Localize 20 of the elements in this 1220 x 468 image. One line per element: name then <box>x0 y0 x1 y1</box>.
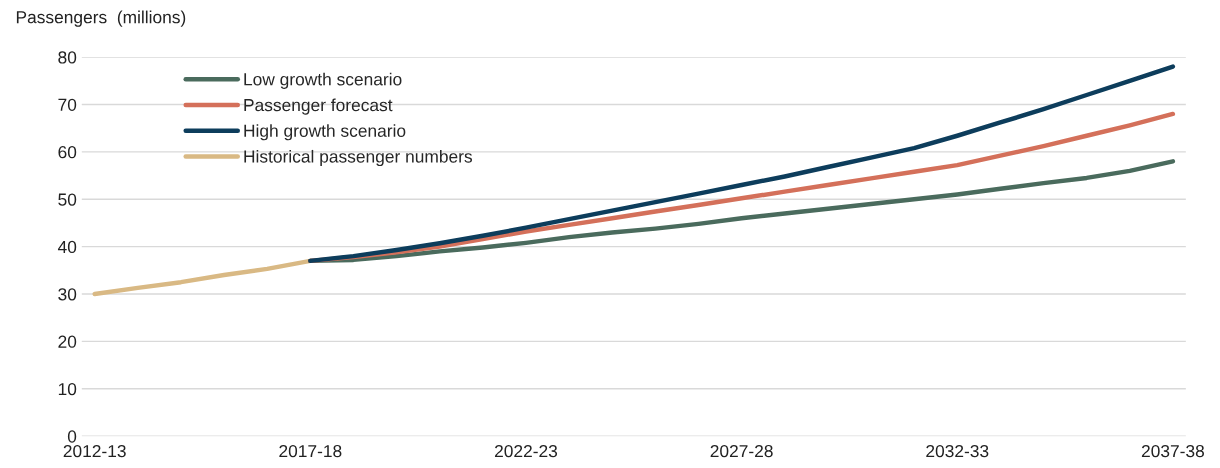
y-tick-label: 10 <box>58 382 77 396</box>
legend-label: Low growth scenario <box>244 72 402 89</box>
x-tick-label: 2032-33 <box>926 444 989 458</box>
x-tick-label: 2022-23 <box>494 444 558 458</box>
x-tick-label: 2017-18 <box>279 444 342 458</box>
x-tick-label: 2012-13 <box>63 444 126 458</box>
y-tick-label: 50 <box>58 193 77 206</box>
y-tick-label: 30 <box>58 288 77 301</box>
x-tick-label: 2037-38 <box>1141 444 1205 458</box>
y-tick-label: 40 <box>57 240 77 254</box>
y-tick-label: 0 <box>67 430 77 443</box>
y-tick-label: 70 <box>58 98 77 111</box>
legend-label: Passenger forecast <box>244 98 393 115</box>
y-axis-title: Passengers (millions) <box>16 10 186 27</box>
y-tick-label: 60 <box>58 146 77 159</box>
legend-label: High growth scenario <box>244 124 406 141</box>
y-tick-label: 80 <box>58 51 77 64</box>
y-tick-label: 20 <box>58 335 77 348</box>
x-tick-label: 2027-28 <box>710 444 773 458</box>
legend-label: Historical passenger numbers <box>244 149 473 167</box>
